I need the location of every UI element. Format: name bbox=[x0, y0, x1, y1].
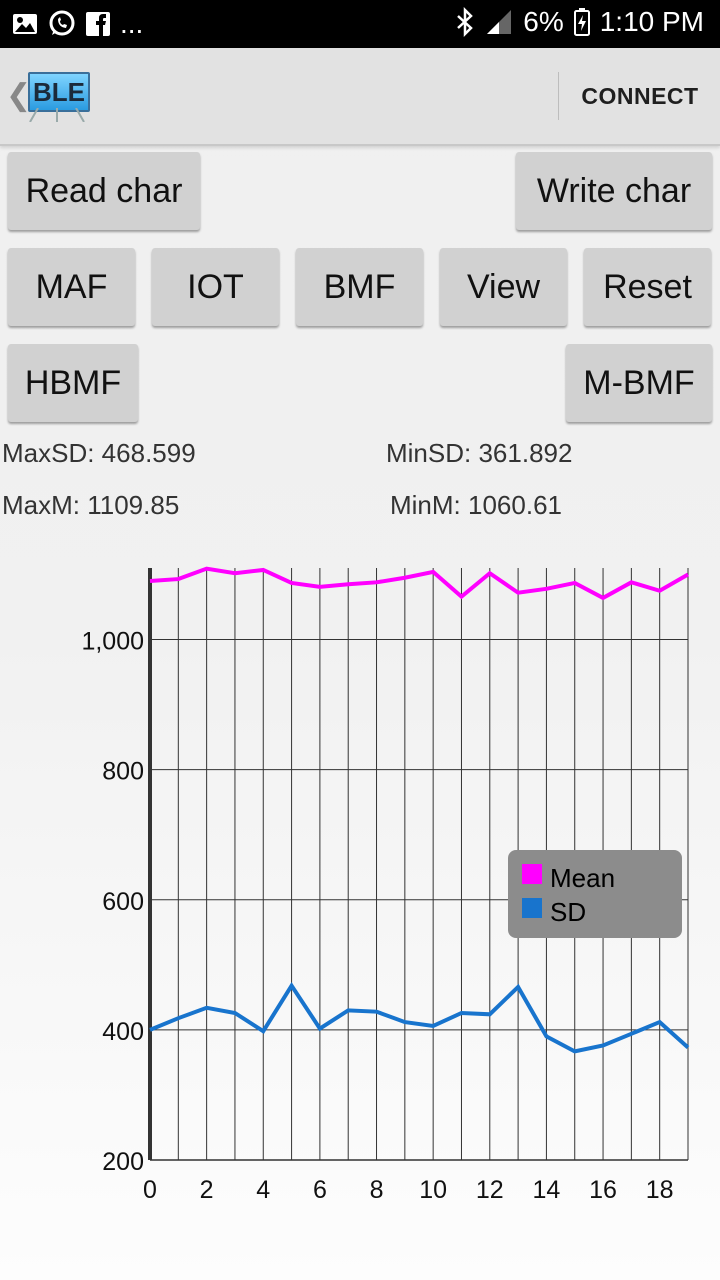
m-bmf-button[interactable]: M-BMF bbox=[566, 344, 712, 422]
back-chevron-icon[interactable]: ❮ bbox=[6, 79, 32, 112]
more-notifications: ... bbox=[120, 8, 144, 39]
min-sd-label: MinSD: 361.892 bbox=[386, 438, 573, 468]
y-tick-label: 400 bbox=[102, 1018, 144, 1046]
series-line-mean bbox=[149, 566, 689, 601]
min-m-label: MinM: 1060.61 bbox=[390, 490, 562, 520]
write-char-button[interactable]: Write char bbox=[516, 152, 712, 230]
hbmf-button[interactable]: HBMF bbox=[8, 344, 138, 422]
y-tick-label: 600 bbox=[102, 888, 144, 916]
line-chart: 200 400 600 800 1,000 0 2 4 6 8 10 12 14 16 18 Mean SD bbox=[81, 566, 690, 1204]
connect-button[interactable]: CONNECT bbox=[581, 82, 699, 109]
legend-swatch-sd bbox=[522, 898, 542, 918]
x-tick-label: 10 bbox=[419, 1176, 447, 1204]
view-button[interactable]: View bbox=[440, 248, 567, 326]
status-bar: ... 6% 1:10 PM bbox=[0, 0, 720, 48]
clock: 1:10 PM bbox=[599, 6, 704, 37]
x-tick-label: 4 bbox=[256, 1176, 270, 1204]
y-tick-label: 800 bbox=[102, 758, 144, 786]
x-tick-label: 14 bbox=[533, 1176, 561, 1204]
easel-legs-icon bbox=[29, 108, 85, 122]
x-tick-label: 18 bbox=[646, 1176, 674, 1204]
iot-button[interactable]: IOT bbox=[152, 248, 279, 326]
gallery-icon bbox=[12, 11, 38, 37]
x-tick-label: 0 bbox=[143, 1176, 157, 1204]
reset-button[interactable]: Reset bbox=[584, 248, 711, 326]
x-tick-label: 8 bbox=[370, 1176, 384, 1204]
read-char-button[interactable]: Read char bbox=[8, 152, 200, 230]
app-bar: ❮ BLE bbox=[0, 48, 720, 146]
x-tick-label: 16 bbox=[589, 1176, 617, 1204]
battery-icon bbox=[573, 8, 590, 36]
legend-swatch-mean bbox=[522, 864, 542, 884]
app-logo-text: BLE bbox=[28, 72, 90, 112]
legend-label-mean: Mean bbox=[550, 863, 615, 893]
app-logo[interactable]: BLE bbox=[26, 70, 90, 122]
facebook-icon bbox=[86, 11, 110, 37]
bluetooth-icon bbox=[455, 7, 475, 37]
y-tick-label: 1,000 bbox=[81, 628, 144, 656]
max-sd-label: MaxSD: 468.599 bbox=[2, 438, 196, 468]
signal-icon bbox=[485, 8, 513, 36]
app-bar-divider bbox=[558, 72, 559, 120]
series-line-sd bbox=[149, 981, 690, 1054]
legend-box bbox=[508, 850, 682, 938]
chart: 200 400 600 800 1,000 0 2 4 6 8 10 12 14 16 18 Mean SD bbox=[0, 540, 720, 1220]
x-tick-label: 12 bbox=[476, 1176, 504, 1204]
battery-percent: 6% bbox=[523, 6, 564, 37]
whatsapp-icon bbox=[48, 10, 76, 38]
notification-icons: ... bbox=[12, 8, 143, 40]
max-m-label: MaxM: 1109.85 bbox=[2, 490, 180, 520]
x-tick-label: 2 bbox=[200, 1176, 214, 1204]
y-tick-label: 200 bbox=[102, 1148, 144, 1176]
bmf-button[interactable]: BMF bbox=[296, 248, 423, 326]
legend-label-sd: SD bbox=[550, 897, 586, 927]
maf-button[interactable]: MAF bbox=[8, 248, 135, 326]
system-icons: 6% 1:10 PM bbox=[455, 6, 704, 38]
x-tick-label: 6 bbox=[313, 1176, 327, 1204]
